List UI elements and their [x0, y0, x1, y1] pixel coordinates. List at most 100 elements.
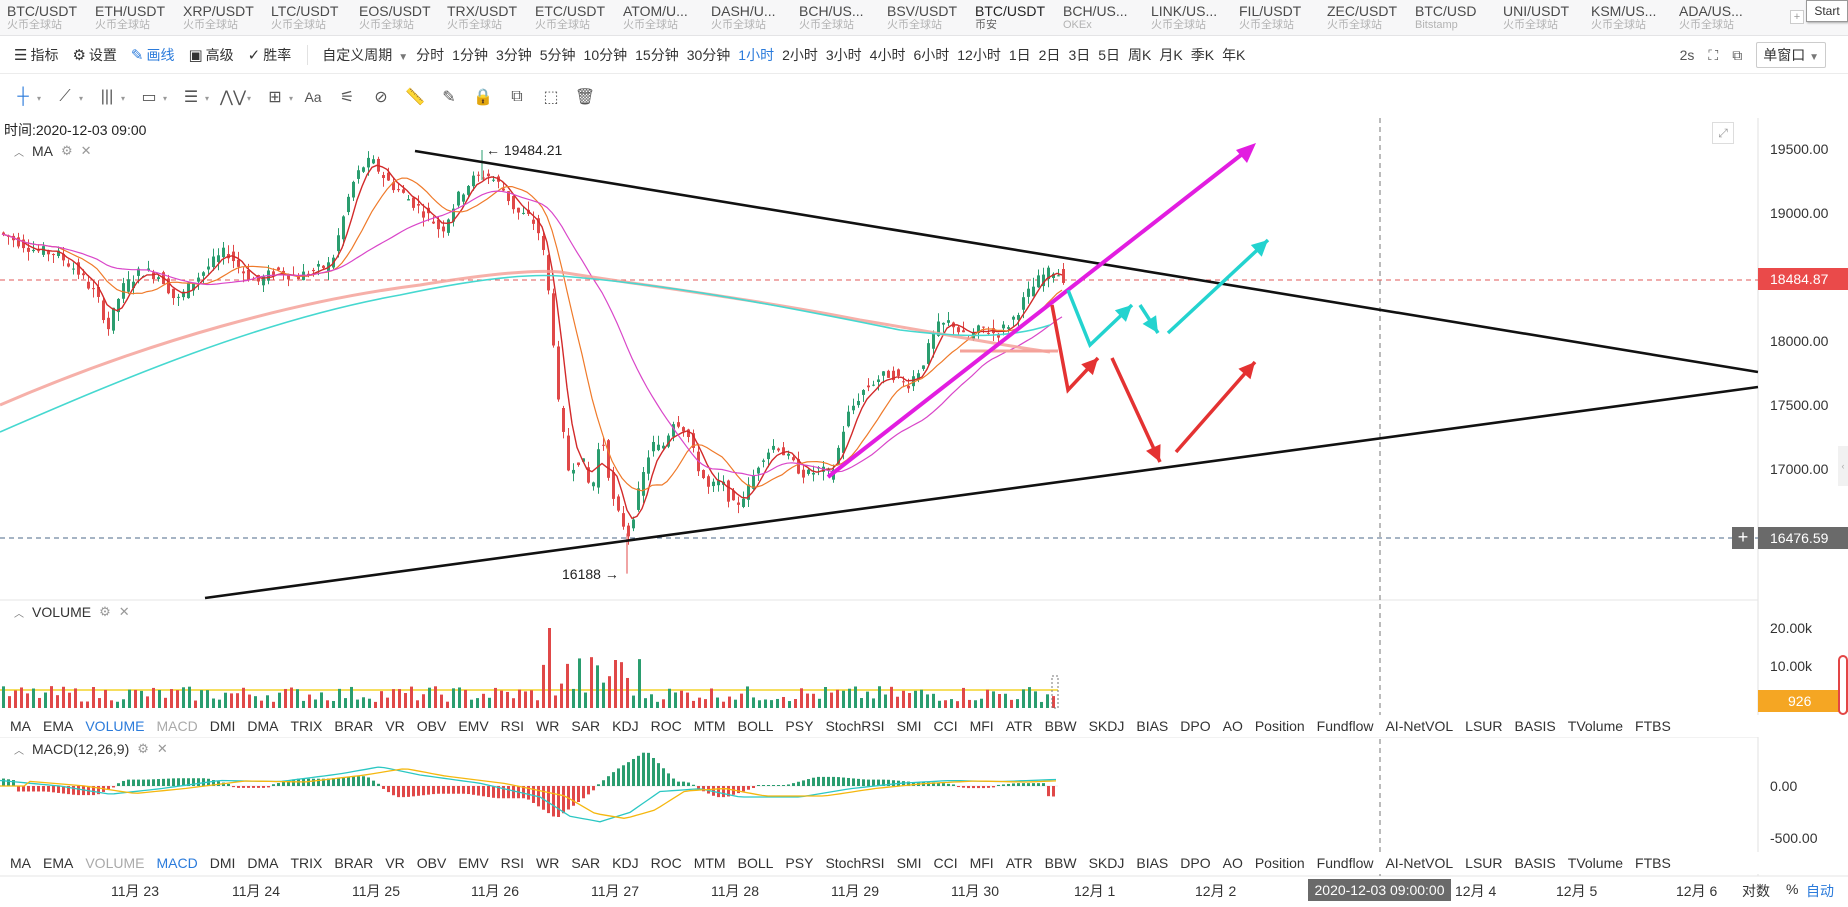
indicator-tab[interactable]: DMA [247, 855, 279, 871]
period-tab[interactable]: 6小时 [913, 46, 950, 63]
ticker-tab[interactable]: FIL/USDT 火币全球站 [1232, 0, 1320, 35]
indicator-tab[interactable]: ROC [650, 718, 682, 734]
ruler-icon[interactable]: 📏 [405, 89, 425, 106]
ticker-tab[interactable]: TRX/USDT 火币全球站 [440, 0, 528, 35]
collapse-icon[interactable]: ︿ [14, 745, 24, 757]
indicator-tab[interactable]: VOLUME [85, 855, 145, 871]
indicator-tab[interactable]: StochRSI [825, 855, 885, 871]
ticker-tab[interactable]: ADA/US... 火币全球站 [1672, 0, 1760, 35]
indicator-tab[interactable]: MA [10, 855, 31, 871]
custom-period-dropdown[interactable]: 自定义周期 ▼ [322, 45, 408, 65]
ticker-tab[interactable]: LINK/US... 火币全球站 [1144, 0, 1232, 35]
indicator-tab[interactable]: DMI [209, 718, 236, 734]
indicator-tab[interactable]: OBV [416, 855, 447, 871]
ticker-tab[interactable]: BCH/US... OKEx [1056, 0, 1144, 35]
indicator-tab[interactable]: MFI [969, 718, 994, 734]
period-tab[interactable]: 2日 [1038, 46, 1061, 63]
period-tab[interactable]: 1小时 [738, 46, 775, 63]
ticker-tab[interactable]: BTC/USDT 币安 [968, 0, 1056, 35]
period-tab[interactable]: 30分钟 [686, 46, 731, 63]
ticker-tab[interactable]: BSV/USDT 火币全球站 [880, 0, 968, 35]
period-tab[interactable]: 季K [1190, 46, 1215, 63]
indicator-tab[interactable]: RSI [500, 718, 525, 734]
indicator-tab[interactable]: SKDJ [1088, 718, 1125, 734]
period-tab[interactable]: 4小时 [869, 46, 906, 63]
indicator-tab[interactable]: RSI [500, 855, 525, 871]
crosshair-icon[interactable]: ┼ [4, 82, 42, 112]
ticker-tab[interactable]: BTC/USD Bitstamp [1408, 0, 1496, 35]
ticker-tab[interactable]: KSM/US... 火币全球站 [1584, 0, 1672, 35]
indicator-tab[interactable]: AI-NetVOL [1385, 718, 1454, 734]
indicator-tab[interactable]: LSUR [1465, 718, 1503, 734]
draw-button[interactable]: ✎ 画线 [131, 45, 175, 65]
side-collapse-handle[interactable]: ‹ [1838, 446, 1848, 486]
popout-icon[interactable]: ⧉ [1732, 46, 1743, 63]
ticker-tab[interactable]: ZEC/USDT 火币全球站 [1320, 0, 1408, 35]
indicator-tab[interactable]: KDJ [612, 718, 639, 734]
vertical-scrollbar[interactable] [1838, 655, 1848, 715]
indicator-tab[interactable]: Position [1254, 855, 1305, 871]
settings-button[interactable]: ⚙ 设置 [72, 45, 116, 65]
indicator-tab[interactable]: WR [536, 718, 560, 734]
fib-icon[interactable]: ⚟ [339, 89, 355, 106]
indicator-tab[interactable]: SMI [896, 855, 922, 871]
text-icon[interactable]: Aa [304, 89, 322, 105]
collapse-icon[interactable]: ︿ [14, 608, 24, 620]
indicator-tab[interactable]: EMV [458, 855, 489, 871]
trash-icon[interactable]: 🗑 [574, 89, 596, 106]
lock-icon[interactable]: 🔒 [473, 89, 493, 106]
gear-icon[interactable]: ⚙ [61, 143, 73, 158]
indicator-tab[interactable]: SMI [896, 718, 922, 734]
wave-icon[interactable]: ⋀⋁ [214, 82, 252, 112]
period-tab[interactable]: 12小时 [957, 46, 1001, 63]
indicator-tab[interactable]: MA [10, 718, 31, 734]
indicator-tab[interactable]: BBW [1044, 718, 1077, 734]
indicator-tab[interactable]: SAR [571, 718, 601, 734]
indicator-tab[interactable]: TRIX [290, 855, 323, 871]
indicator-tab[interactable]: DMA [247, 718, 279, 734]
indicator-tab[interactable]: ROC [650, 855, 682, 871]
period-tab[interactable]: 3小时 [825, 46, 862, 63]
period-tab[interactable]: 分时 [416, 46, 445, 63]
indicator-tab[interactable]: Fundflow [1316, 718, 1374, 734]
period-tab[interactable]: 1分钟 [452, 46, 488, 63]
indicator-tab[interactable]: AI-NetVOL [1385, 855, 1454, 871]
expand-icon[interactable]: ⤢ [1712, 122, 1734, 144]
indicator-tab[interactable]: BIAS [1136, 855, 1169, 871]
indicator-tab[interactable]: PSY [785, 855, 814, 871]
indicator-tab[interactable]: CCI [933, 718, 958, 734]
gear-icon[interactable]: ⚙ [99, 604, 111, 619]
indicator-tab[interactable]: MACD [156, 718, 198, 734]
ticker-tab[interactable]: EOS/USDT 火币全球站 [352, 0, 440, 35]
indicator-tab[interactable]: EMV [458, 718, 489, 734]
indicator-tab[interactable]: AO [1222, 718, 1243, 734]
indicator-tab[interactable]: DMI [209, 855, 236, 871]
start-button[interactable]: Start [1806, 0, 1848, 22]
add-ticker-button[interactable]: + [1790, 10, 1804, 24]
indicator-tab[interactable]: AO [1222, 855, 1243, 871]
indicator-tab[interactable]: EMA [43, 855, 74, 871]
period-tab[interactable]: 15分钟 [635, 46, 679, 63]
indicator-tab[interactable]: TRIX [290, 718, 323, 734]
period-tab[interactable]: 3分钟 [495, 46, 532, 63]
ticker-tab[interactable]: ETC/USDT 火币全球站 [528, 0, 616, 35]
indicator-tab[interactable]: MFI [969, 855, 994, 871]
period-tab[interactable]: 周K [1128, 46, 1152, 63]
indicator-tab[interactable]: PSY [785, 718, 814, 734]
ticker-tab[interactable]: DASH/U... 火币全球站 [704, 0, 792, 35]
indicator-tab[interactable]: KDJ [612, 855, 639, 871]
winrate-button[interactable]: ✓ 胜率 [248, 45, 292, 65]
period-tab[interactable]: 月K [1159, 46, 1183, 63]
indicator-tab[interactable]: WR [536, 855, 560, 871]
ticker-tab[interactable]: BCH/US... 火币全球站 [792, 0, 880, 35]
indicator-tab[interactable]: VR [385, 855, 405, 871]
rectangle-icon[interactable]: ▭ [130, 82, 168, 112]
indicator-tab[interactable]: DPO [1180, 855, 1211, 871]
indicator-tab[interactable]: Fundflow [1316, 855, 1374, 871]
indicator-tab[interactable]: BOLL [737, 718, 774, 734]
auto-scale-button[interactable]: 自动 [1806, 883, 1834, 899]
indicator-tab[interactable]: BBW [1044, 855, 1077, 871]
indicator-button[interactable]: ☰ 指标 [14, 45, 58, 65]
indicator-tab[interactable]: SAR [571, 855, 601, 871]
indicator-tab[interactable]: LSUR [1465, 855, 1503, 871]
